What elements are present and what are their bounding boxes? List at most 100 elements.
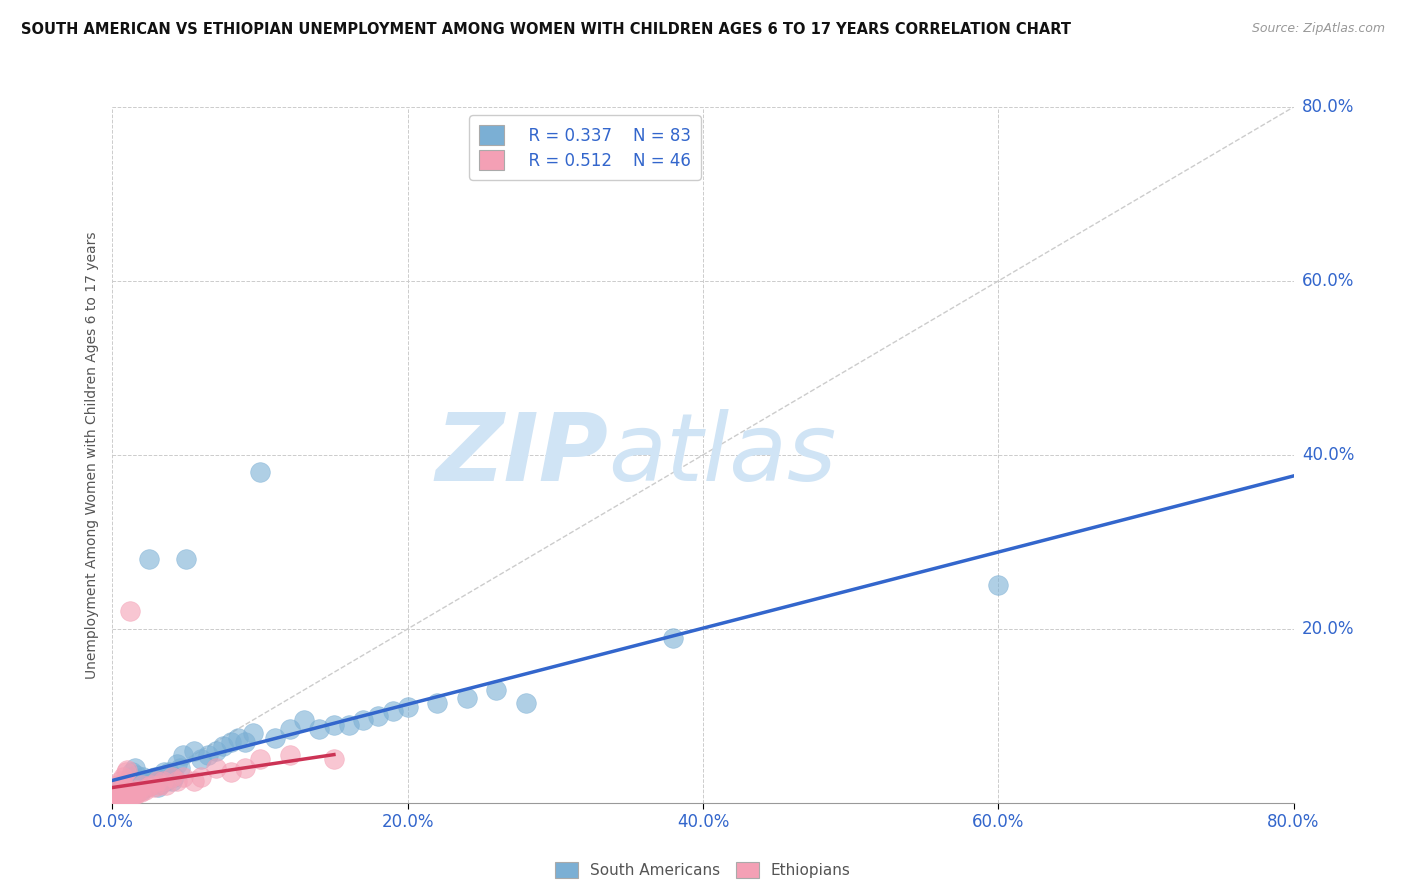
- Point: [138, 552, 160, 566]
- Point: [337, 717, 360, 731]
- Point: [152, 774, 174, 789]
- Point: [426, 696, 449, 710]
- Point: [105, 778, 128, 792]
- Point: [190, 752, 212, 766]
- Point: [120, 770, 142, 784]
- Point: [143, 770, 166, 784]
- Point: [104, 793, 127, 807]
- Point: [136, 774, 159, 789]
- Point: [117, 790, 138, 805]
- Point: [117, 777, 138, 791]
- Point: [114, 765, 136, 780]
- Point: [131, 778, 153, 792]
- Point: [110, 783, 132, 797]
- Point: [125, 787, 148, 801]
- Point: [219, 735, 242, 749]
- Point: [111, 781, 134, 796]
- Point: [264, 731, 287, 745]
- Point: [205, 761, 228, 775]
- Point: [122, 772, 145, 786]
- Point: [233, 761, 256, 775]
- Point: [136, 780, 159, 794]
- Point: [142, 780, 165, 794]
- Point: [112, 789, 135, 803]
- Point: [110, 789, 132, 804]
- Point: [120, 605, 142, 619]
- Point: [323, 717, 346, 731]
- Text: 60.0%: 60.0%: [1302, 272, 1354, 290]
- Point: [124, 782, 146, 797]
- Point: [127, 785, 149, 799]
- Text: atlas: atlas: [609, 409, 837, 500]
- Point: [163, 770, 186, 784]
- Point: [135, 780, 157, 794]
- Point: [148, 780, 170, 794]
- Point: [118, 774, 141, 789]
- Point: [129, 785, 152, 799]
- Point: [110, 782, 132, 797]
- Point: [155, 774, 177, 789]
- Point: [242, 726, 264, 740]
- Point: [121, 785, 143, 799]
- Point: [120, 785, 142, 799]
- Point: [146, 774, 169, 789]
- Point: [219, 765, 242, 780]
- Point: [111, 770, 134, 784]
- Point: [129, 774, 152, 789]
- Point: [118, 787, 141, 801]
- Point: [183, 744, 205, 758]
- Point: [139, 778, 162, 792]
- Point: [131, 782, 153, 797]
- Point: [103, 792, 125, 806]
- Point: [120, 789, 142, 803]
- Point: [172, 747, 194, 762]
- Point: [396, 700, 419, 714]
- Point: [485, 682, 508, 697]
- Point: [456, 691, 478, 706]
- Point: [278, 747, 301, 762]
- Point: [121, 789, 143, 803]
- Point: [110, 790, 132, 805]
- Point: [149, 778, 172, 792]
- Point: [150, 774, 173, 789]
- Point: [352, 713, 374, 727]
- Point: [212, 739, 235, 754]
- Point: [157, 765, 180, 780]
- Point: [172, 770, 194, 784]
- Point: [108, 792, 131, 806]
- Point: [111, 788, 134, 802]
- Point: [153, 765, 176, 780]
- Point: [183, 774, 205, 789]
- Point: [118, 791, 141, 805]
- Point: [278, 722, 301, 736]
- Point: [122, 787, 145, 801]
- Point: [141, 772, 163, 786]
- Point: [226, 731, 249, 745]
- Point: [108, 774, 131, 789]
- Point: [174, 552, 197, 566]
- Point: [112, 780, 135, 794]
- Point: [114, 789, 136, 803]
- Point: [308, 722, 330, 736]
- Point: [382, 705, 405, 719]
- Point: [155, 778, 177, 792]
- Point: [107, 787, 129, 801]
- Text: 40.0%: 40.0%: [1302, 446, 1354, 464]
- Point: [160, 770, 183, 784]
- Point: [152, 770, 174, 784]
- Point: [105, 791, 128, 805]
- Point: [108, 787, 131, 801]
- Point: [987, 578, 1010, 592]
- Point: [292, 713, 315, 727]
- Point: [166, 756, 188, 771]
- Text: SOUTH AMERICAN VS ETHIOPIAN UNEMPLOYMENT AMONG WOMEN WITH CHILDREN AGES 6 TO 17 : SOUTH AMERICAN VS ETHIOPIAN UNEMPLOYMENT…: [21, 22, 1071, 37]
- Point: [249, 466, 271, 480]
- Point: [149, 777, 172, 791]
- Point: [142, 774, 165, 789]
- Point: [112, 791, 135, 805]
- Point: [169, 761, 191, 775]
- Point: [367, 708, 389, 723]
- Point: [121, 765, 143, 780]
- Point: [124, 761, 146, 775]
- Point: [160, 774, 183, 789]
